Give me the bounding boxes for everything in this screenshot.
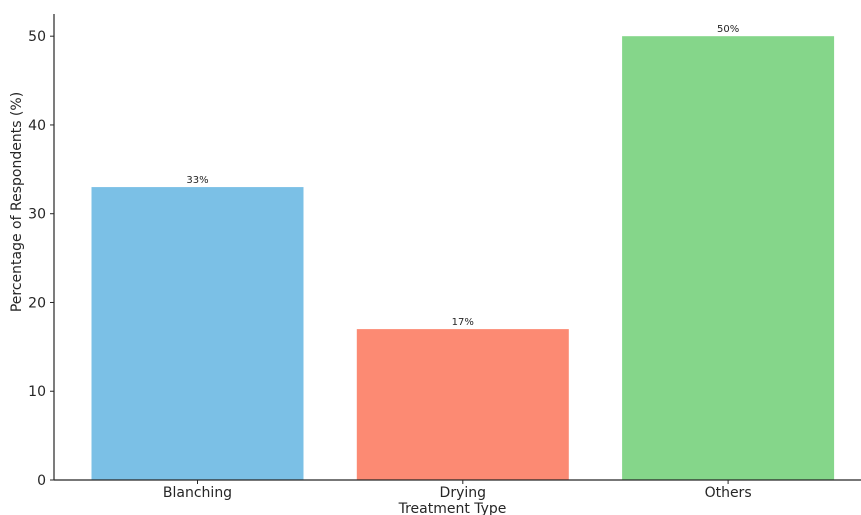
bar-blanching (91, 187, 304, 481)
y-ticks-layer: 0 10 20 30 40 50 (28, 29, 54, 489)
bar-others (622, 36, 835, 480)
x-tick-label-drying: Drying (440, 485, 486, 501)
data-labels-layer: 33% 17% 50% (186, 24, 739, 328)
y-tick-label: 0 (37, 473, 46, 489)
data-label-blanching: 33% (186, 175, 208, 186)
data-label-others: 50% (717, 24, 739, 35)
y-tick-label: 50 (28, 29, 46, 45)
data-label-drying: 17% (452, 317, 474, 328)
y-tick-label: 10 (28, 384, 46, 400)
y-tick-label: 20 (28, 295, 46, 311)
x-tick-label-blanching: Blanching (163, 485, 232, 501)
axes-layer (53, 14, 861, 481)
y-axis-title: Percentage of Respondents (%) (9, 92, 25, 312)
y-tick-label: 30 (28, 207, 46, 223)
bars-layer (91, 36, 835, 481)
bar-drying (356, 329, 569, 480)
x-tick-label-others: Others (705, 485, 752, 501)
y-tick-label: 40 (28, 118, 46, 134)
x-ticks-layer: Blanching Drying Others (163, 480, 752, 501)
x-axis-title: Treatment Type (398, 501, 507, 515)
